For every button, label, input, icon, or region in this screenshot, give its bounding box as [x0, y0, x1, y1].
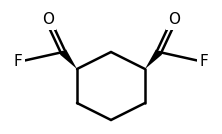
Polygon shape [145, 49, 162, 69]
Text: O: O [168, 12, 180, 27]
Text: O: O [42, 12, 54, 27]
Text: F: F [200, 55, 208, 70]
Polygon shape [60, 49, 77, 69]
Text: F: F [14, 55, 22, 70]
